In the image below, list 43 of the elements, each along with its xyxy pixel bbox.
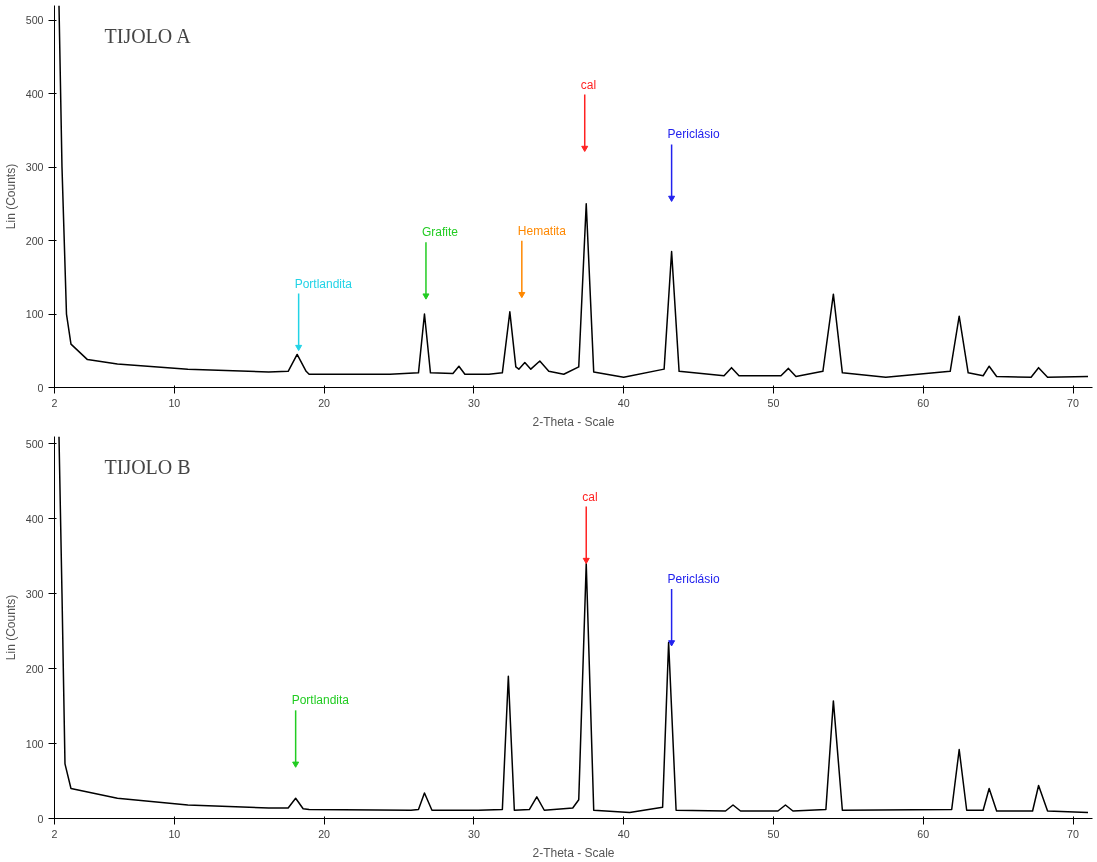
x-tick-label: 50 — [767, 827, 780, 840]
x-tick-label: 30 — [467, 396, 480, 409]
x-axis-title: 2-Theta - Scale — [532, 845, 615, 860]
text: TIJOLO A — [104, 24, 192, 47]
x-tick-label: 20 — [318, 827, 331, 840]
y-tick-label: 0 — [37, 381, 44, 394]
x-tick-label: 2 — [51, 396, 58, 409]
y-tick-label: 300 — [25, 161, 44, 174]
annotation: cal — [580, 77, 597, 92]
y-tick-label: 200 — [25, 662, 44, 675]
x-tick-label: 60 — [917, 827, 930, 840]
y-tick-label: 200 — [25, 234, 44, 247]
annotation: Grafite — [421, 225, 459, 240]
y-axis-title: Lin (Counts) — [3, 163, 18, 230]
y-tick-label: 400 — [25, 512, 44, 525]
annotation: Portlandita — [294, 276, 353, 291]
line-series — [58, 5, 1089, 378]
y-axis-title: Lin (Counts) — [3, 594, 18, 661]
y-tick-label: 0 — [37, 812, 44, 825]
annotation: Periclásio — [667, 572, 720, 586]
x-tick-label: 60 — [917, 396, 930, 409]
x-tick-label: 10 — [168, 396, 181, 409]
x-tick-label: 2 — [51, 827, 58, 840]
annotation: Portlandita — [291, 693, 350, 708]
annotation: cal — [582, 489, 598, 504]
x-tick-label: 40 — [617, 396, 630, 409]
x-tick-label: 50 — [767, 396, 780, 409]
y-tick-label: 100 — [25, 737, 44, 750]
x-tick-label: 30 — [467, 827, 480, 840]
y-tick-label: 400 — [25, 87, 44, 100]
x-tick-label: 40 — [617, 827, 630, 840]
annotation: Hematita — [517, 223, 567, 238]
y-tick-label: 500 — [25, 14, 44, 27]
x-tick-label: 70 — [1067, 827, 1080, 840]
y-tick-label: 100 — [25, 308, 44, 321]
x-tick-label: 20 — [318, 396, 331, 409]
y-tick-label: 300 — [25, 587, 44, 600]
x-tick-label: 10 — [168, 827, 181, 840]
text: TIJOLO B — [104, 455, 191, 478]
annotation: Periclásio — [667, 127, 720, 142]
x-tick-label: 70 — [1067, 396, 1080, 409]
x-axis-title: 2-Theta - Scale — [532, 414, 615, 429]
y-tick-label: 500 — [25, 437, 44, 450]
